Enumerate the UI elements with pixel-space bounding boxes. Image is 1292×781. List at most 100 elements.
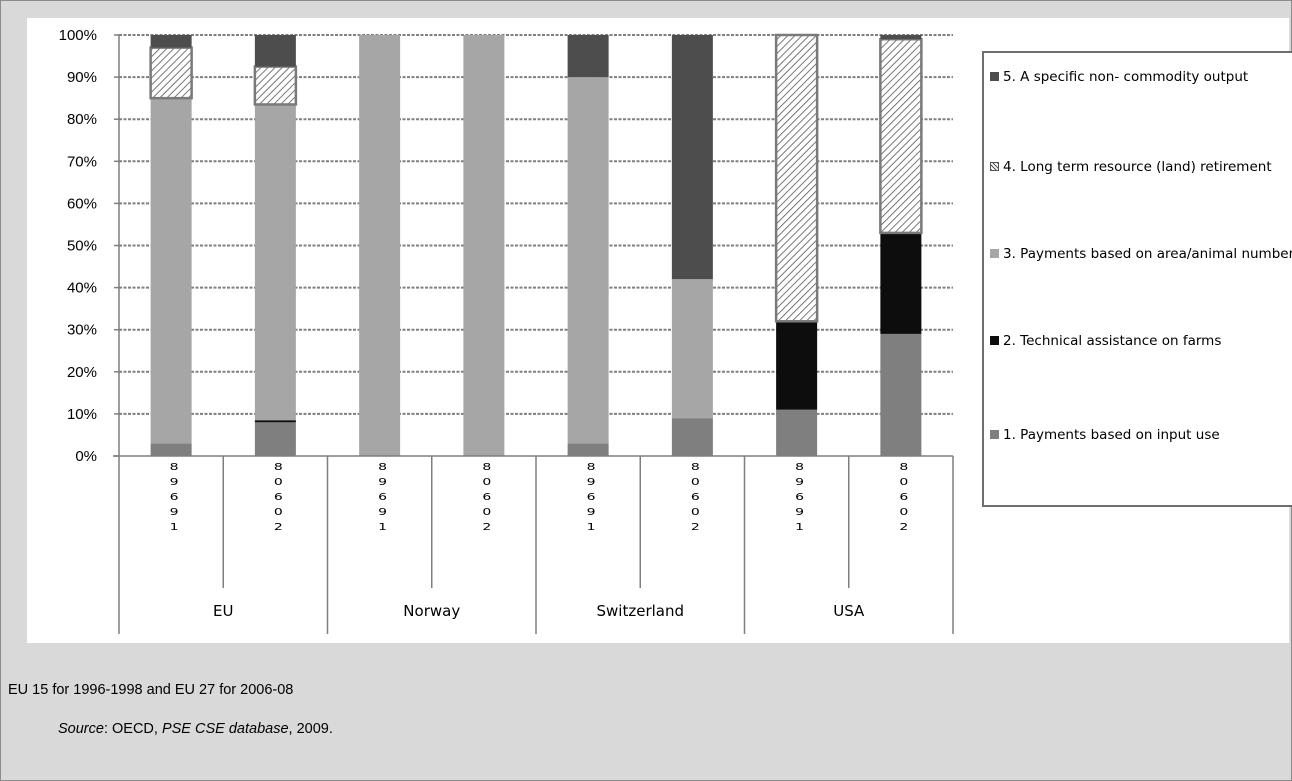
source-database: PSE CSE database <box>161 721 289 737</box>
legend-label: 1. Payments based on input use <box>1003 427 1220 443</box>
x-tick-label: 1 <box>795 521 804 533</box>
x-tick-label: 2 <box>691 521 700 533</box>
x-tick-label: 2 <box>899 521 908 533</box>
legend-item: 3. Payments based on area/animal numbers <box>988 243 1292 265</box>
x-tick-label: 8 <box>691 461 700 473</box>
group-label: Norway <box>403 602 460 620</box>
bar-segment <box>880 333 922 456</box>
bar-segment <box>253 65 298 106</box>
bar-segment <box>359 35 401 456</box>
x-tick-label: 0 <box>482 476 491 488</box>
bar-segment <box>254 104 296 421</box>
y-tick-label: 10% <box>67 406 97 423</box>
x-tick-label: 1 <box>170 521 179 533</box>
bar-segment <box>254 422 296 456</box>
chart-area: 0% 10% 20% 30% 40% 50% 60% 70% 80% 90% 100% 8 9 6 9 1 8 0… <box>27 18 1292 643</box>
bar-segment <box>567 35 609 78</box>
bar-segment <box>774 33 819 323</box>
bar-segment <box>567 443 609 456</box>
x-tick-label: 6 <box>795 491 804 503</box>
x-tick-label: 8 <box>274 461 283 473</box>
chart-legend: 5. A specific non- commodity output 4. Lo… <box>982 51 1292 507</box>
bar-segment <box>150 35 192 48</box>
legend-label: 3. Payments based on area/animal numbers <box>1003 246 1292 262</box>
x-tick-label: 9 <box>587 506 596 518</box>
x-tick-label: 6 <box>378 491 387 503</box>
y-tick-label: 0% <box>75 448 97 465</box>
legend-item: 4. Long term resource (land) retirement <box>988 156 1292 178</box>
x-tick-label: 9 <box>795 476 804 488</box>
x-tick-label: 6 <box>482 491 491 503</box>
figure-caption: EU 15 for 1996-1998 and EU 27 for 2006-0… <box>8 682 294 698</box>
x-tick-label: 9 <box>378 476 387 488</box>
y-tick-label: 90% <box>67 69 97 86</box>
bar-segment <box>567 77 609 444</box>
bar-segment <box>880 35 922 40</box>
x-tick-label: 9 <box>170 506 179 518</box>
x-tick-label: 0 <box>274 506 283 518</box>
legend-item: 2. Technical assistance on farms <box>988 330 1292 352</box>
x-tick-label: 0 <box>482 506 491 518</box>
bar-segment <box>463 35 505 456</box>
y-tick-label: 50% <box>67 238 97 255</box>
x-tick-label: 0 <box>899 506 908 518</box>
x-tick-label: 8 <box>587 461 596 473</box>
x-tick-label: 6 <box>691 491 700 503</box>
bar-segment <box>671 418 713 456</box>
bar-segment <box>149 46 193 100</box>
x-tick-label: 8 <box>482 461 491 473</box>
bar-segment <box>150 98 192 444</box>
legend-swatch <box>990 72 999 81</box>
x-tick-label: 6 <box>899 491 908 503</box>
y-tick-label: 70% <box>67 153 97 170</box>
legend-swatch <box>990 336 999 345</box>
x-tick-label: 0 <box>274 476 283 488</box>
legend-label: 2. Technical assistance on farms <box>1003 333 1222 349</box>
legend-swatch <box>990 162 999 171</box>
group-label: Switzerland <box>597 602 685 620</box>
y-tick-label: 30% <box>67 322 97 339</box>
group-label: EU <box>213 602 233 620</box>
x-tick-label: 9 <box>795 506 804 518</box>
bar-segment <box>671 35 713 280</box>
source-sep2: , 2009. <box>288 721 333 737</box>
x-tick-label: 6 <box>587 491 596 503</box>
x-tick-label: 9 <box>378 506 387 518</box>
x-tick-label: 8 <box>378 461 387 473</box>
bar-segment <box>254 420 296 423</box>
stacked-bar-chart: 0% 10% 20% 30% 40% 50% 60% 70% 80% 90% 100% 8 9 6 9 1 8 0… <box>59 27 954 634</box>
y-tick-label: 40% <box>67 280 97 297</box>
x-tick-label: 8 <box>899 461 908 473</box>
y-tick-label: 100% <box>59 27 97 44</box>
bar-segment <box>150 443 192 456</box>
legend-label: 4. Long term resource (land) retirement <box>1003 159 1272 175</box>
bar-segment <box>776 409 818 456</box>
bar-segment <box>879 37 923 235</box>
x-tick-label: 6 <box>274 491 283 503</box>
x-tick-label: 0 <box>899 476 908 488</box>
x-tick-label: 2 <box>482 521 491 533</box>
y-tick-label: 80% <box>67 111 97 128</box>
bar-segment <box>254 35 296 67</box>
x-tick-label: 0 <box>691 476 700 488</box>
x-tick-label: 8 <box>795 461 804 473</box>
legend-label: 5. A specific non- commodity output <box>1003 69 1249 85</box>
source-label: Source <box>58 721 104 737</box>
x-tick-label: 1 <box>378 521 387 533</box>
bar-segment <box>776 321 818 410</box>
y-tick-label: 20% <box>67 364 97 381</box>
x-tick-label: 0 <box>691 506 700 518</box>
figure-source: Source: OECD, PSE CSE database, 2009. <box>58 721 333 737</box>
x-tick-label: 9 <box>170 476 179 488</box>
legend-swatch <box>990 249 999 258</box>
x-tick-label: 2 <box>274 521 283 533</box>
x-tick-label: 1 <box>587 521 596 533</box>
x-tick-label: 6 <box>170 491 179 503</box>
legend-item: 5. A specific non- commodity output <box>988 66 1292 88</box>
y-tick-label: 60% <box>67 195 97 212</box>
x-tick-label: 8 <box>170 461 179 473</box>
group-label: USA <box>833 602 865 620</box>
source-sep1: : OECD, <box>103 721 162 737</box>
bar-segment <box>880 232 922 334</box>
